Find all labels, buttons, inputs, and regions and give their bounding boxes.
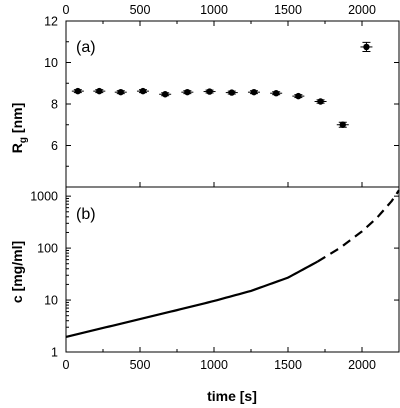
panel-b-y-tick-label: 100: [37, 242, 58, 256]
y-axis-title-subscript: g: [18, 137, 29, 143]
data-point: [339, 121, 346, 128]
concentration-curve-solid: [65, 260, 319, 338]
panel-b-label: (b): [76, 206, 96, 223]
panel-a-y-tick-label: 6: [51, 139, 58, 153]
data-point: [317, 98, 324, 105]
data-point: [161, 91, 169, 98]
panel-a-frame: [65, 20, 400, 188]
data-point: [96, 87, 103, 95]
data-point: [74, 87, 82, 95]
x-top-tick-label: 2000: [348, 3, 376, 17]
panel-a-y-tick-label: 12: [44, 15, 58, 29]
x-top-tick-label: 1500: [274, 3, 302, 17]
x-axis-title: time [s]: [207, 388, 257, 404]
x-bottom-tick-label: 2000: [348, 358, 376, 372]
panel-b: 0 500 1000 1500 2000 1 10 100 1000: [30, 186, 400, 372]
x-bottom-tick-label: 1000: [200, 358, 228, 372]
x-top-tick-label: 1000: [200, 3, 228, 17]
data-point: [117, 88, 124, 96]
data-point: [206, 88, 213, 95]
data-point: [228, 89, 235, 96]
y-axis-title-main: R: [9, 143, 25, 153]
panel-b-y-tick-label: 10: [44, 294, 58, 308]
x-bottom-tick-label: 500: [130, 358, 151, 372]
panel-a-label: (a): [76, 39, 96, 56]
x-top-tick-label: 500: [130, 3, 151, 17]
panel-a-y-axis-title: Rg [nm]: [9, 103, 29, 153]
concentration-curve-dashed: [317, 189, 400, 263]
panel-a-y-tick-label: 10: [44, 56, 58, 70]
x-bottom-tick-label: 0: [63, 358, 70, 372]
panel-b-y-tick-label: 1000: [30, 190, 58, 204]
data-point: [295, 92, 302, 100]
data-point: [139, 87, 147, 95]
data-point: [272, 90, 280, 97]
panel-a: 0 500 1000 1500 2000 6 8 10 12: [44, 3, 400, 188]
x-bottom-tick-label: 1500: [274, 358, 302, 372]
data-point: [250, 88, 258, 96]
panel-b-y-axis-title: c [mg/ml]: [9, 241, 25, 303]
panel-b-y-tick-label: 1: [51, 346, 58, 360]
data-point: [184, 88, 191, 96]
x-top-tick-label: 0: [63, 3, 70, 17]
y-axis-title-unit: [nm]: [9, 103, 25, 133]
data-point: [363, 43, 370, 51]
panel-b-frame: [65, 186, 400, 353]
panel-a-y-tick-label: 8: [51, 98, 58, 112]
